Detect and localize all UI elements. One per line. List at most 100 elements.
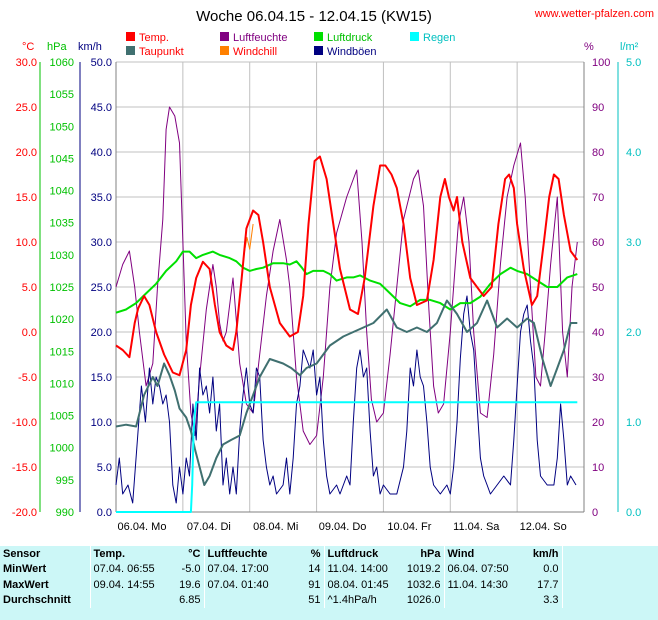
legend-label: Taupunkt	[139, 46, 184, 58]
temp-tick-label: -5.0	[18, 372, 37, 384]
humidity-tick-label: 10	[592, 462, 604, 474]
weather-chart: Woche 06.04.15 - 12.04.15 (KW15) www.wet…	[12, 8, 654, 533]
temp-tick-label: 20.0	[16, 147, 37, 159]
stats-cell: MaxWert	[3, 578, 49, 591]
stats-cell: 07.04. 06:55	[89, 561, 172, 577]
stats-cell: 09.04. 14:55	[89, 577, 172, 593]
wind-tick-label: 35.0	[91, 192, 112, 204]
humidity-tick-label: 40	[592, 327, 604, 339]
chart-title: Woche 06.04.15 - 12.04.15 (KW15)	[196, 8, 432, 25]
humidity-tick-label: 50	[592, 282, 604, 294]
pressure-tick-label: 1045	[50, 153, 74, 165]
stats-header: Luftfeuchte	[203, 546, 294, 562]
humidity-tick-label: 60	[592, 237, 604, 249]
stats-cell: 51	[308, 594, 321, 607]
pressure-tick-label: 1010	[50, 378, 74, 390]
unit-humidity: %	[584, 41, 594, 53]
pressure-tick-label: 1035	[50, 218, 74, 230]
rain-tick-label: 4.0	[626, 147, 641, 159]
humidity-tick-label: 90	[592, 102, 604, 114]
stats-cell: 6.85	[179, 594, 201, 607]
stats-cell: 1019.2	[406, 563, 441, 576]
pressure-tick-label: 1040	[50, 186, 74, 198]
wind-tick-label: 15.0	[91, 372, 112, 384]
stats-cell: ^1.4hPa/h	[323, 592, 402, 608]
stats-row: MinWert 07.04. 06:55 -5.0 07.04. 17:00 1…	[0, 561, 658, 577]
stats-header: °C	[188, 547, 201, 560]
stats-cell: 17.7	[537, 578, 559, 591]
legend-label: Temp.	[139, 32, 169, 44]
temp-tick-label: -15.0	[12, 462, 37, 474]
rain-tick-label: 5.0	[626, 57, 641, 69]
chart-series	[115, 106, 579, 513]
stats-cell: 08.04. 01:45	[323, 577, 402, 593]
legend-label: Luftdruck	[327, 32, 373, 44]
temp-tick-label: 25.0	[16, 102, 37, 114]
rain-tick-label: 2.0	[626, 327, 641, 339]
humidity-tick-label: 30	[592, 372, 604, 384]
legend-swatch	[220, 46, 229, 55]
pressure-tick-label: 1025	[50, 282, 74, 294]
x-tick-label: 08.04. Mi	[253, 521, 298, 533]
legend-swatch	[314, 32, 323, 41]
unit-wind: km/h	[78, 41, 102, 53]
wind-tick-label: 0.0	[97, 507, 112, 519]
series-line-temp	[115, 155, 579, 377]
unit-pressure: hPa	[47, 41, 67, 53]
stats-header: %	[310, 547, 321, 560]
chart-axes: 30.0 25.0 20.0 15.0 10.0 5.0 0.0 -5.0 -10.0 -15.0…	[12, 57, 641, 519]
stats-cell	[89, 592, 172, 608]
legend-swatch	[126, 46, 135, 55]
stats-cell: -5.0	[181, 563, 201, 576]
humidity-tick-label: 70	[592, 192, 604, 204]
wind-tick-label: 40.0	[91, 147, 112, 159]
pressure-tick-label: 1060	[50, 57, 74, 69]
stats-cell: 0.0	[543, 563, 559, 576]
legend-swatch	[126, 32, 135, 41]
stats-cell: 06.04. 07:50	[443, 561, 522, 577]
stats-cell: 19.6	[179, 578, 201, 591]
temp-tick-label: 5.0	[22, 282, 37, 294]
rain-tick-label: 1.0	[626, 417, 641, 429]
series-line-taupunkt	[115, 299, 578, 486]
stats-row: Durchschnitt 6.85 51 ^1.4hPa/h 1026.0 3.…	[0, 592, 658, 608]
stats-header: Luftdruck	[323, 546, 402, 562]
stats-cell: 07.04. 17:00	[203, 561, 294, 577]
wind-tick-label: 50.0	[91, 57, 112, 69]
x-tick-label: 06.04. Mo	[118, 521, 167, 533]
temp-tick-label: 30.0	[16, 57, 37, 69]
source-url: www.wetter-pfalzen.com	[534, 8, 654, 20]
legend-label: Regen	[423, 32, 455, 44]
wind-tick-label: 45.0	[91, 102, 112, 114]
chart-legend: Temp. Taupunkt Luftfeuchte Windchill Luftdru…	[126, 32, 455, 58]
legend-label: Luftfeuchte	[233, 32, 287, 44]
pressure-tick-label: 1050	[50, 121, 74, 133]
x-tick-label: 11.04. Sa	[453, 521, 500, 533]
stats-header: hPa	[420, 547, 441, 560]
legend-label: Windchill	[233, 46, 277, 58]
stats-cell: MinWert	[3, 563, 47, 576]
wind-tick-label: 10.0	[91, 417, 112, 429]
temp-tick-label: 15.0	[16, 192, 37, 204]
wind-tick-label: 25.0	[91, 282, 112, 294]
stats-header-row: Sensor Temp. °C Luftfeuchte % Luftdruck …	[0, 546, 658, 562]
x-axis-labels: 06.04. Mo 07.04. Di 08.04. Mi 09.04. Do 10.0…	[118, 521, 567, 533]
stats-header: Sensor	[3, 547, 41, 560]
temp-tick-label: -20.0	[12, 507, 37, 519]
pressure-tick-label: 1055	[50, 89, 74, 101]
wind-tick-label: 5.0	[97, 462, 112, 474]
pressure-tick-label: 1000	[50, 443, 74, 455]
pressure-tick-label: 995	[56, 475, 74, 487]
stats-cell: 11.04. 14:30	[443, 577, 522, 593]
pressure-tick-label: 1005	[50, 411, 74, 423]
stats-cell: 11.04. 14:00	[323, 561, 402, 577]
stats-table: Sensor Temp. °C Luftfeuchte % Luftdruck …	[0, 546, 658, 620]
legend-label: Windböen	[327, 46, 377, 58]
stats-cell: 3.3	[543, 594, 559, 607]
unit-temp: °C	[22, 41, 34, 53]
stats-cell: 91	[308, 578, 321, 591]
humidity-tick-label: 20	[592, 417, 604, 429]
stats-cell	[203, 592, 294, 608]
humidity-tick-label: 80	[592, 147, 604, 159]
humidity-tick-label: 100	[592, 57, 610, 69]
